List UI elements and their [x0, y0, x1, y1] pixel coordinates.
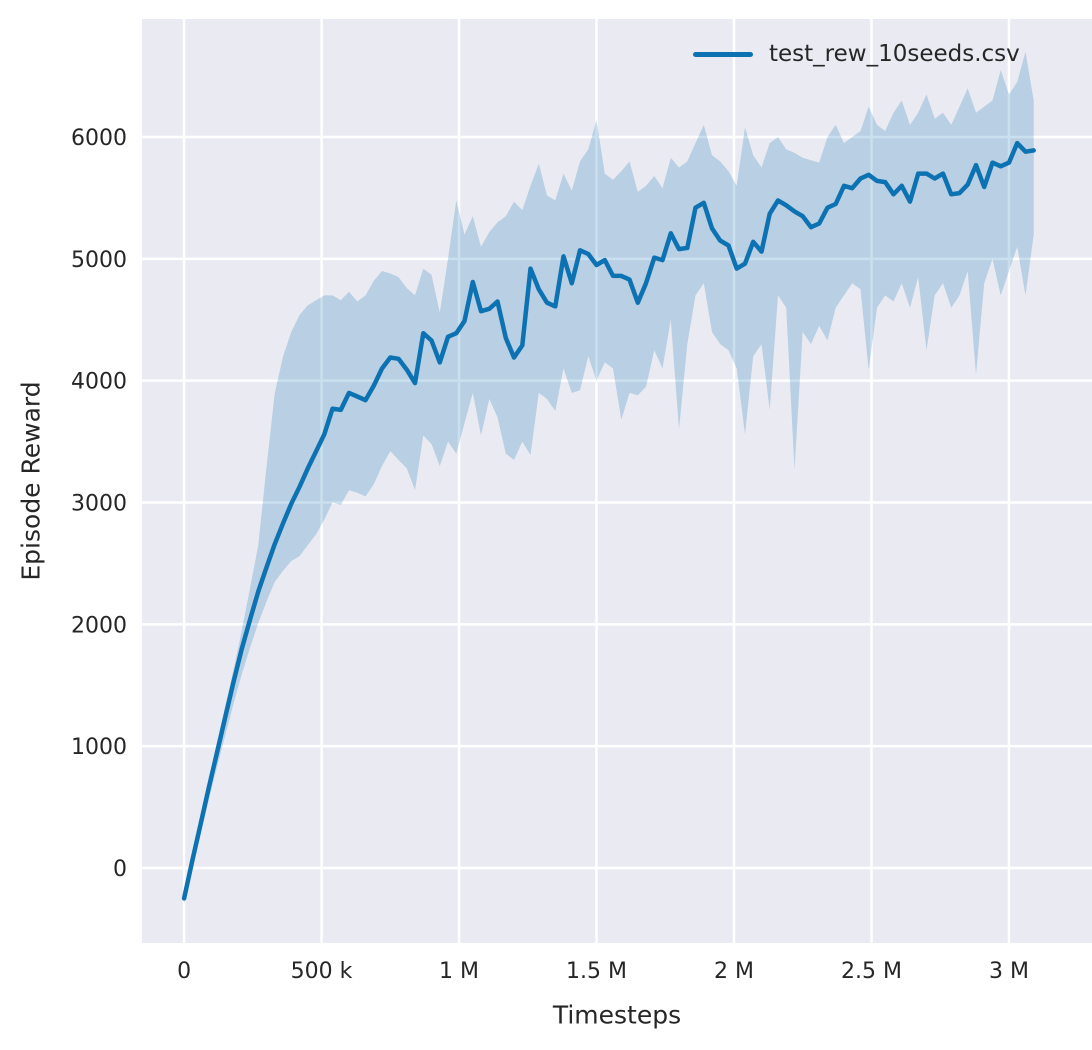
y-tick-label: 1000	[71, 735, 127, 760]
legend-label: test_rew_10seeds.csv	[769, 41, 1020, 67]
x-axis-label: Timesteps	[552, 1000, 682, 1030]
x-tick-label: 500 k	[291, 959, 353, 984]
x-tick-label: 2.5 M	[841, 959, 902, 984]
confidence-band	[184, 51, 1034, 905]
x-tick-label: 1 M	[439, 959, 479, 984]
x-tick-labels: 0 500 k 1 M 1.5 M 2 M 2.5 M 3 M	[177, 959, 1029, 984]
x-tick-label: 1.5 M	[566, 959, 627, 984]
y-tick-label: 4000	[71, 370, 127, 395]
legend-line-swatch	[693, 51, 753, 57]
y-tick-label: 2000	[71, 613, 127, 638]
y-tick-label: 0	[113, 857, 127, 882]
y-tick-labels: 0 1000 2000 3000 4000 5000 6000	[71, 126, 127, 882]
y-tick-label: 5000	[71, 248, 127, 273]
y-tick-label: 6000	[71, 126, 127, 151]
x-tick-label: 3 M	[989, 959, 1029, 984]
mean-line	[181, 140, 1036, 901]
x-tick-label: 2 M	[714, 959, 754, 984]
y-axis-label: Episode Reward	[16, 381, 46, 581]
legend: test_rew_10seeds.csv	[693, 41, 1020, 67]
y-tick-label: 3000	[71, 492, 127, 517]
x-tick-label: 0	[177, 959, 191, 984]
gridlines	[142, 19, 1092, 943]
